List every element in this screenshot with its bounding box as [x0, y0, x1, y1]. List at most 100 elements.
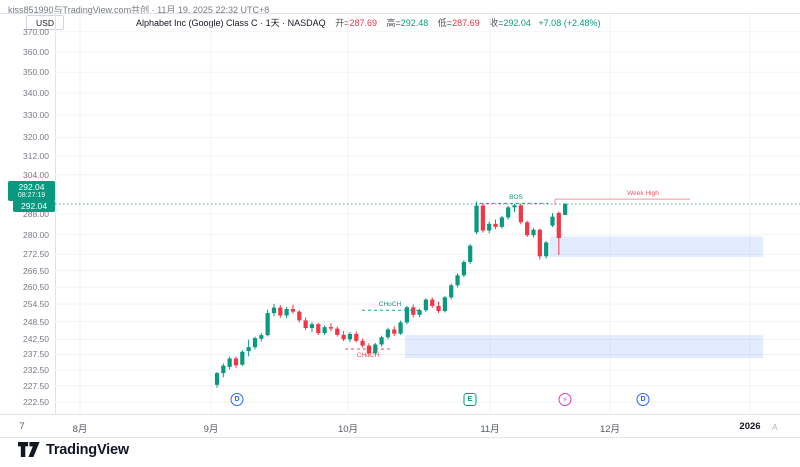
scale-mode-button[interactable]: A — [772, 422, 778, 432]
open-label: 开= — [335, 18, 350, 28]
candle-body — [449, 285, 454, 298]
candle-body — [392, 329, 397, 334]
candle-body — [297, 311, 302, 321]
tradingview-logo[interactable]: TradingView — [18, 441, 129, 458]
high-label: 高= — [386, 18, 401, 28]
close-value: 292.04 — [503, 18, 531, 28]
chart-canvas[interactable] — [0, 0, 800, 440]
candle-body — [442, 297, 447, 312]
candle-body — [480, 205, 485, 231]
high-value: 292.48 — [400, 18, 429, 28]
interval-label: 1天 — [265, 18, 280, 28]
time-tick-label: 9月 — [203, 424, 219, 435]
time-axis-top-border — [0, 414, 800, 415]
price-tick-label: 254.50 — [23, 299, 49, 310]
time-tick-label: 7 — [19, 421, 25, 432]
upcoming-earnings-icon[interactable]: ⚡ — [558, 393, 572, 406]
candle-body — [227, 358, 232, 367]
candle-body — [417, 310, 422, 315]
time-tick-label: 12月 — [599, 424, 621, 435]
open-value: 287.69 — [349, 18, 377, 28]
tradingview-logo-icon — [18, 442, 40, 457]
low-label: 低= — [437, 18, 453, 28]
currency-toggle-button[interactable]: USD — [26, 15, 64, 30]
candle-body — [411, 307, 416, 315]
candle-body — [303, 320, 308, 329]
candle-body — [316, 324, 321, 334]
candle-body — [487, 223, 492, 231]
time-tick-label: 2026 — [739, 421, 761, 432]
candle-body — [265, 313, 270, 336]
candle-body — [385, 329, 391, 338]
candle-body — [360, 340, 365, 346]
time-axis[interactable]: A 7 8月 9月 10月 11月 12月 2026 — [0, 415, 800, 437]
price-tick-label: 266.50 — [23, 265, 49, 276]
supply-demand-zone — [405, 335, 763, 359]
price-tick-label: 272.50 — [23, 249, 49, 260]
candle-body — [341, 334, 346, 340]
candle-body — [354, 333, 359, 341]
candle-body — [221, 365, 226, 374]
candle-body — [525, 222, 530, 236]
candle-body — [284, 309, 289, 316]
annotation-label: CHoCH — [356, 351, 380, 359]
legend-separator: · — [282, 18, 286, 28]
candle-body — [309, 324, 315, 329]
candle-body — [455, 275, 460, 286]
candle-body — [322, 327, 327, 334]
candle-body — [468, 245, 473, 262]
candle-body — [512, 205, 517, 208]
candle-body — [493, 223, 498, 227]
supply-demand-zone — [550, 236, 763, 258]
candle-body — [398, 322, 403, 334]
last-price-badge: 292.04 08:27:19 — [8, 181, 55, 201]
candle-body — [278, 307, 283, 316]
candle-body — [423, 299, 428, 311]
time-tick-label: 10月 — [337, 424, 359, 435]
candle-body — [252, 338, 258, 348]
candle-body — [240, 351, 245, 365]
price-tick-label: 370.00 — [23, 26, 49, 37]
candle-body — [550, 216, 555, 226]
candle-body — [290, 309, 296, 312]
symbol-legend: Alphabet Inc (Google) Class C · 1天 · NAS… — [136, 16, 600, 29]
candle-body — [347, 333, 353, 340]
change-value: +7.08 (+2.48%) — [538, 18, 601, 28]
bar-countdown: 08:27:19 — [17, 192, 46, 199]
candle-body — [214, 373, 220, 385]
price-tick-label: 320.00 — [23, 132, 49, 143]
price-axis[interactable]: 370.00 360.00 350.00 340.00 330.00 320.00 312.… — [0, 13, 55, 414]
candle-body — [544, 242, 549, 257]
price-tick-label: 227.50 — [23, 380, 49, 391]
price-tick-label: 237.50 — [23, 349, 49, 360]
candle-body — [271, 307, 277, 314]
dividend-icon[interactable]: D — [636, 393, 650, 406]
candle-body — [518, 205, 523, 223]
candle-body — [556, 212, 561, 239]
dividend-icon[interactable]: D — [230, 393, 244, 406]
earnings-icon[interactable]: E — [463, 393, 477, 406]
header-separator — [0, 13, 800, 14]
candle-body — [506, 207, 511, 218]
price-tick-label: 242.50 — [23, 334, 49, 345]
price-tick-label: 330.00 — [23, 110, 49, 121]
candle-body — [531, 229, 536, 236]
low-value: 287.69 — [452, 18, 480, 28]
candle-body — [233, 358, 239, 366]
time-tick-label: 11月 — [480, 424, 500, 435]
candle-body — [379, 337, 384, 345]
price-tick-label: 350.00 — [23, 67, 49, 78]
legend-separator: · — [260, 18, 264, 28]
candle-body — [246, 347, 251, 352]
candle-body — [461, 261, 466, 276]
candle-body — [474, 205, 479, 233]
candle-body — [404, 307, 409, 323]
price-tick-label: 288.00 — [23, 209, 49, 220]
annotation-label: BOS — [509, 193, 523, 201]
exchange-label: NASDAQ — [287, 18, 326, 28]
price-axis-separator — [55, 13, 56, 414]
price-tick-label: 360.00 — [23, 46, 49, 57]
share-header: kiss851990与TradingView.com共创 · 11月 19, 2… — [8, 5, 270, 15]
tradingview-logo-text: TradingView — [46, 441, 129, 458]
